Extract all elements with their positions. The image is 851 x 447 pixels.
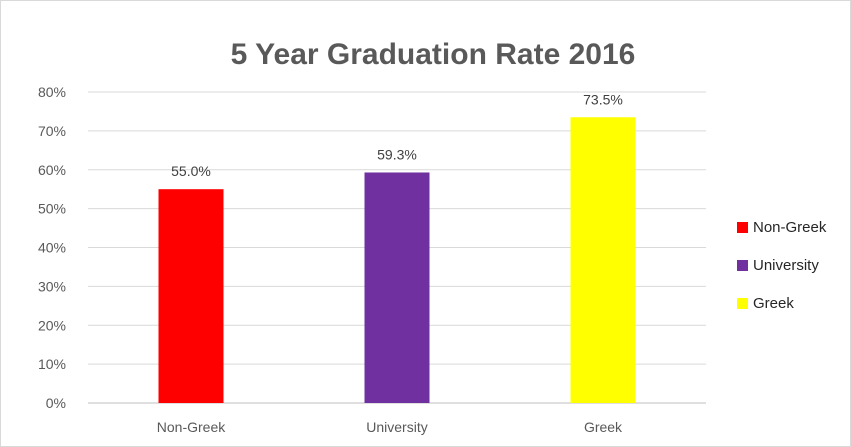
- legend-label: Non-Greek: [753, 219, 827, 236]
- legend-label: University: [753, 257, 819, 274]
- bar-university: [364, 172, 430, 403]
- bar-greek: [570, 117, 636, 404]
- data-label: 59.3%: [377, 146, 417, 162]
- data-label: 73.5%: [583, 91, 623, 107]
- y-tick-label: 50%: [38, 201, 66, 217]
- x-tick-label: University: [366, 419, 427, 435]
- x-tick-label: Non-Greek: [157, 419, 226, 435]
- y-tick-label: 20%: [38, 317, 66, 333]
- y-tick-label: 10%: [38, 356, 66, 372]
- bars: [158, 117, 636, 404]
- y-tick-label: 0%: [46, 395, 66, 411]
- y-tick-label: 60%: [38, 162, 66, 178]
- x-axis-tick-labels: Non-Greek University Greek: [157, 419, 623, 435]
- x-tick-label: Greek: [584, 419, 623, 435]
- bar-non-greek: [158, 189, 224, 403]
- y-tick-label: 80%: [38, 84, 66, 100]
- legend: Non-Greek University Greek: [737, 219, 827, 312]
- y-tick-label: 30%: [38, 278, 66, 294]
- legend-swatch: [737, 222, 748, 233]
- legend-swatch: [737, 260, 748, 271]
- y-axis-tick-labels: 0% 10% 20% 30% 40% 50% 60% 70% 80%: [38, 84, 66, 411]
- y-tick-label: 70%: [38, 123, 66, 139]
- legend-label: Greek: [753, 295, 794, 312]
- chart-title: 5 Year Graduation Rate 2016: [231, 38, 636, 71]
- data-labels: 55.0% 59.3% 73.5%: [171, 91, 623, 179]
- legend-swatch: [737, 298, 748, 309]
- y-tick-label: 40%: [38, 240, 66, 256]
- data-label: 55.0%: [171, 163, 211, 179]
